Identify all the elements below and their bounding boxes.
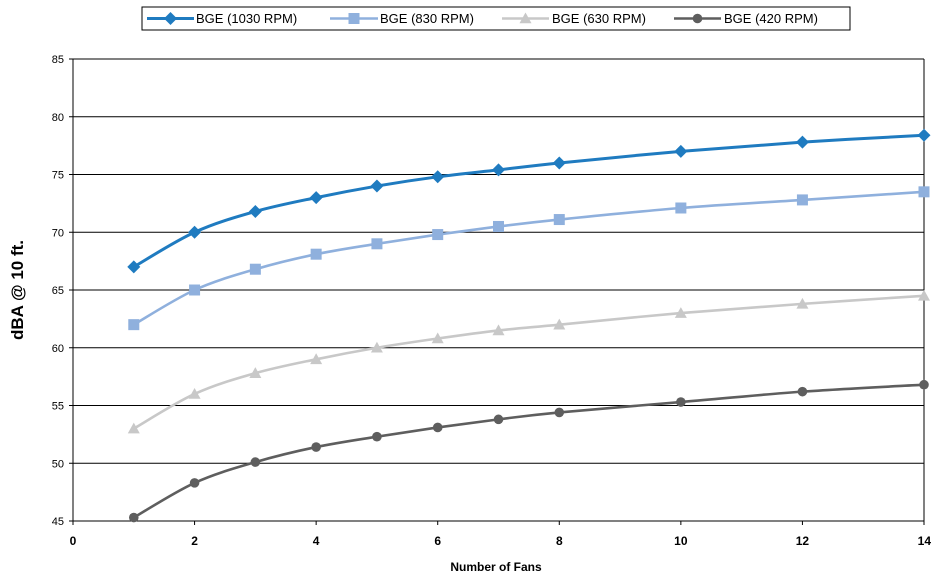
data-point-s3-1 bbox=[127, 422, 140, 434]
data-point-s4-3 bbox=[250, 457, 261, 467]
legend-item-1: BGE (1030 RPM) bbox=[147, 11, 297, 26]
data-point-s3-7 bbox=[492, 324, 505, 336]
data-point-s1-14 bbox=[917, 128, 931, 142]
data-point-s2-10 bbox=[675, 202, 687, 214]
data-point-s1-10 bbox=[674, 144, 688, 158]
y-tick-label-65: 65 bbox=[52, 285, 64, 297]
data-point-s2-1 bbox=[128, 319, 140, 331]
data-point-s2-5 bbox=[371, 238, 383, 250]
y-axis-title: dBA @ 10 ft. bbox=[8, 240, 27, 340]
data-point-s1-7 bbox=[492, 163, 505, 177]
legend-label-1: BGE (1030 RPM) bbox=[196, 11, 297, 26]
data-point-s2-3 bbox=[249, 263, 261, 275]
series-line-4 bbox=[133, 383, 925, 519]
y-tick-label-50: 50 bbox=[52, 458, 64, 470]
data-point-s1-3 bbox=[248, 204, 262, 218]
data-point-s2-12 bbox=[796, 194, 808, 206]
y-tick-label-60: 60 bbox=[52, 343, 64, 355]
y-tick-label-55: 55 bbox=[52, 401, 64, 413]
data-point-s2-8 bbox=[553, 214, 565, 226]
x-tick-label-0: 0 bbox=[70, 534, 77, 548]
x-tick-label-4: 4 bbox=[313, 534, 320, 548]
legend-marker-3 bbox=[519, 12, 532, 24]
legend-box bbox=[141, 6, 851, 31]
data-point-s4-12 bbox=[797, 386, 808, 397]
y-tick-label-85: 85 bbox=[52, 54, 64, 66]
data-point-s2-6 bbox=[432, 229, 444, 241]
data-point-s3-6 bbox=[431, 332, 444, 344]
gridlines bbox=[73, 58, 924, 522]
data-point-s1-8 bbox=[552, 156, 566, 170]
x-tick-label-14: 14 bbox=[918, 534, 931, 548]
series-1 bbox=[127, 128, 931, 274]
series-line-2 bbox=[133, 190, 925, 326]
y-tick-label-75: 75 bbox=[52, 170, 64, 182]
data-point-s1-5 bbox=[370, 179, 384, 193]
data-point-s1-2 bbox=[188, 225, 202, 239]
legend: BGE (1030 RPM) BGE (830 RPM) BGE (630 RPM)… bbox=[141, 6, 851, 31]
x-tick-label-12: 12 bbox=[796, 534, 810, 548]
series-group bbox=[127, 128, 931, 523]
data-point-s4-6 bbox=[432, 422, 443, 433]
series-3 bbox=[127, 289, 930, 434]
x-tick-label-2: 2 bbox=[191, 534, 198, 548]
data-point-s3-8 bbox=[553, 318, 566, 330]
data-point-s4-1 bbox=[128, 512, 139, 523]
data-point-s1-4 bbox=[309, 191, 323, 205]
x-tick-label-10: 10 bbox=[674, 534, 688, 548]
x-tick-label-8: 8 bbox=[556, 534, 563, 548]
y-tick-label-45: 45 bbox=[52, 516, 64, 528]
series-line-1 bbox=[133, 133, 925, 269]
data-point-s2-7 bbox=[493, 220, 504, 232]
data-point-s4-10 bbox=[676, 397, 686, 407]
series-line-3 bbox=[133, 294, 925, 430]
data-point-s3-5 bbox=[370, 341, 383, 353]
data-point-s1-12 bbox=[795, 135, 809, 149]
data-point-s2-2 bbox=[189, 284, 201, 296]
y-tick-label-70: 70 bbox=[52, 227, 64, 239]
data-point-s3-4 bbox=[310, 353, 323, 365]
data-point-s4-8 bbox=[554, 407, 565, 418]
data-point-s3-10 bbox=[674, 307, 687, 318]
data-point-s1-6 bbox=[431, 170, 445, 184]
data-point-s4-2 bbox=[189, 478, 200, 488]
y-tick-labels: 45 50 55 60 65 70 75 80 85 bbox=[52, 54, 64, 528]
series-4 bbox=[128, 379, 929, 523]
data-point-s4-14 bbox=[919, 379, 929, 390]
data-point-s3-12 bbox=[796, 297, 809, 309]
data-point-s1-1 bbox=[127, 260, 141, 274]
data-point-s4-4 bbox=[311, 442, 321, 452]
legend-label-4: BGE (420 RPM) bbox=[724, 11, 818, 26]
legend-item-2: BGE (830 RPM) bbox=[330, 11, 474, 26]
data-point-s3-14 bbox=[918, 289, 930, 301]
legend-marker-2 bbox=[348, 13, 360, 24]
legend-label-3: BGE (630 RPM) bbox=[552, 11, 646, 26]
legend-marker-4 bbox=[692, 13, 703, 24]
x-tick-label-6: 6 bbox=[434, 534, 441, 548]
y-tick-label-80: 80 bbox=[52, 112, 64, 124]
x-axis-title: Number of Fans bbox=[450, 560, 542, 574]
legend-item-3: BGE (630 RPM) bbox=[502, 11, 646, 26]
series-2 bbox=[128, 186, 930, 331]
legend-marker-1 bbox=[164, 12, 177, 25]
data-point-s4-7 bbox=[493, 414, 504, 425]
legend-item-4: BGE (420 RPM) bbox=[674, 11, 818, 26]
legend-label-2: BGE (830 RPM) bbox=[380, 11, 474, 26]
data-point-s2-14 bbox=[918, 186, 930, 198]
data-point-s4-5 bbox=[372, 431, 382, 442]
x-tick-labels: 0 2 4 6 8 10 12 14 bbox=[70, 534, 931, 548]
data-point-s3-2 bbox=[188, 387, 201, 399]
data-point-s3-3 bbox=[249, 367, 262, 378]
data-point-s2-4 bbox=[310, 248, 322, 260]
